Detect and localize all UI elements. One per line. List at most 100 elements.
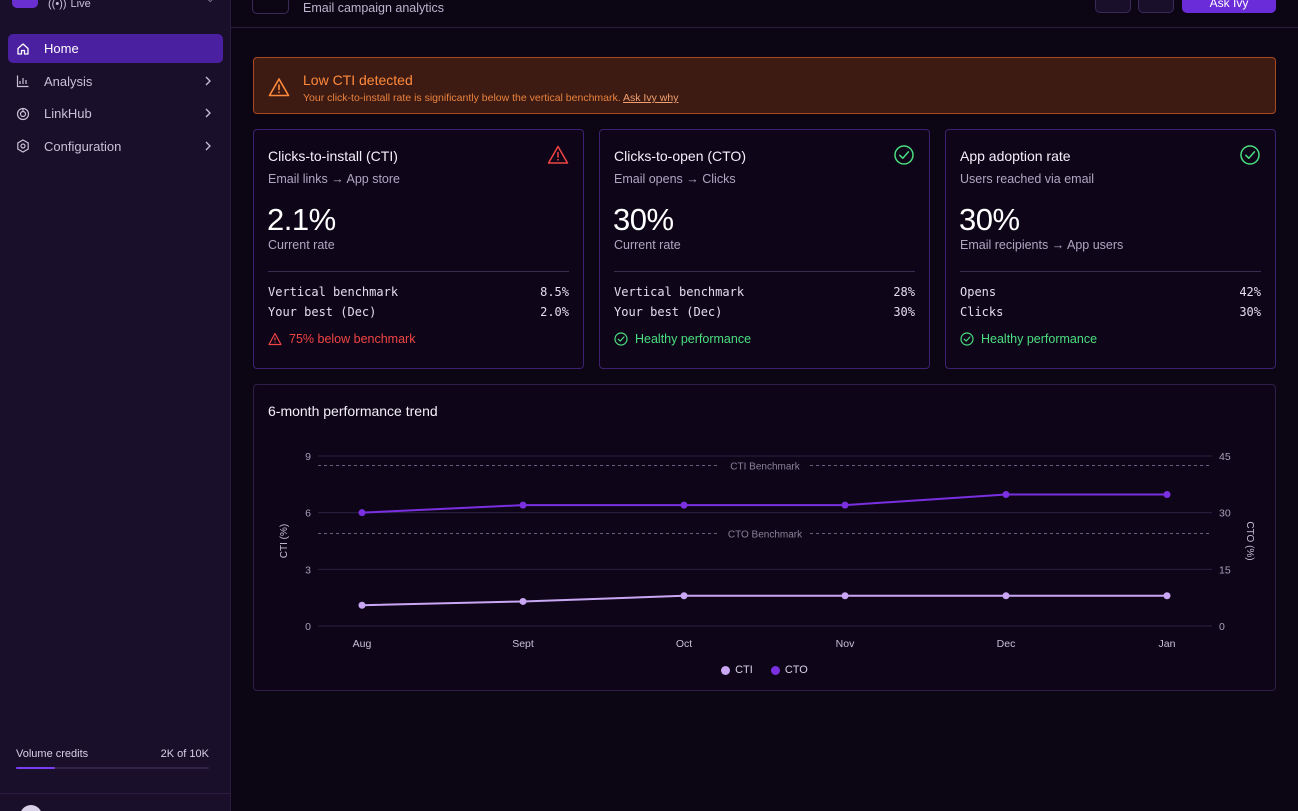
- x-tick-label: Jan: [1159, 638, 1176, 650]
- y-left-tick-label: 6: [305, 508, 311, 520]
- status-text: 75% below benchmark: [289, 332, 416, 346]
- metric-card-cto: Clicks-to-open (CTO) Email opens → Click…: [599, 129, 930, 369]
- sidebar-divider: [0, 793, 231, 794]
- warning-triangle-icon: [547, 144, 569, 166]
- card-row: Vertical benchmark 8.5%: [268, 285, 569, 299]
- data-point-cto: [1002, 491, 1010, 499]
- legend-item-cti[interactable]: CTI: [721, 664, 753, 676]
- x-tick-label: Sept: [512, 638, 534, 650]
- metric-card-cti: Clicks-to-install (CTI) Email links → Ap…: [253, 129, 584, 369]
- trend-chart: 0 3 6 9 0 15 30 45 CTI (%) CTO (%) CTI Benchmark CT…: [279, 451, 1255, 650]
- check-circle-icon: [960, 332, 974, 346]
- status-badge: Healthy performance: [960, 332, 1097, 346]
- check-circle-icon: [614, 332, 628, 346]
- credits-value: 2K of 10K: [160, 748, 209, 760]
- settings-icon: [16, 139, 30, 153]
- performance-trend-panel: 6-month performance trend 0 3 6 9 0 15 30 45 CTI…: [253, 384, 1276, 691]
- card-value: 30%: [959, 202, 1020, 237]
- card-row: Opens 42%: [960, 285, 1261, 299]
- y-left-tick-label: 3: [305, 564, 311, 576]
- row-label: Your best (Dec): [614, 305, 723, 319]
- ask-ivy-button[interactable]: Ask Ivy: [1182, 0, 1276, 13]
- data-point-cto: [358, 509, 366, 517]
- check-circle-icon: [1239, 144, 1261, 166]
- y-right-axis-label: CTO (%): [1244, 521, 1255, 560]
- card-row: Clicks 30%: [960, 305, 1261, 319]
- card-value-label: Current rate: [268, 238, 335, 252]
- data-point-cti: [680, 592, 688, 600]
- filter-button[interactable]: [1138, 0, 1174, 13]
- brand-logo[interactable]: [12, 0, 38, 8]
- warning-icon: [268, 77, 290, 97]
- card-title: App adoption rate: [960, 148, 1071, 164]
- card-row: Your best (Dec) 30%: [614, 305, 915, 319]
- card-subtitle: Email links → App store: [268, 172, 400, 186]
- alert-text: Your click-to-install rate is significan…: [303, 92, 621, 104]
- card-subtitle: Users reached via email: [960, 172, 1095, 186]
- x-tick-label: Oct: [676, 638, 692, 650]
- y-left-axis-label: CTI (%): [279, 524, 290, 558]
- credits-label: Volume credits: [16, 748, 89, 760]
- status-badge: Healthy performance: [614, 332, 751, 346]
- chevron-right-icon: [203, 107, 213, 119]
- avatar[interactable]: [20, 805, 42, 811]
- x-tick-label: Aug: [353, 638, 372, 650]
- top-header: Email campaign analytics Ask Ivy: [231, 0, 1298, 28]
- x-tick-label: Dec: [997, 638, 1016, 650]
- status-badge: 75% below benchmark: [268, 332, 415, 346]
- ask-ivy-why-link[interactable]: Ask Ivy why: [623, 92, 679, 104]
- page-subtitle: Email campaign analytics: [303, 1, 445, 15]
- sidebar-item-home[interactable]: Home: [8, 34, 223, 63]
- calendar-button[interactable]: [1095, 0, 1131, 13]
- sidebar-item-analysis[interactable]: Analysis: [8, 67, 223, 96]
- y-right-tick-label: 0: [1219, 621, 1225, 633]
- volume-credits: Volume credits 2K of 10K: [16, 748, 209, 769]
- legend-label: CTI: [735, 664, 753, 676]
- card-divider: [268, 271, 569, 272]
- row-label: Opens: [960, 285, 997, 299]
- data-point-cto: [680, 501, 688, 509]
- chevron-right-icon: [203, 140, 213, 152]
- row-value: 30%: [893, 305, 915, 319]
- x-tick-label: Nov: [836, 638, 855, 650]
- legend-dot: [770, 665, 780, 675]
- row-value: 42%: [1239, 285, 1261, 299]
- bar-chart-icon: [16, 74, 30, 88]
- data-point-cti: [1002, 592, 1010, 600]
- card-value: 30%: [613, 202, 674, 237]
- y-left-tick-label: 9: [305, 451, 311, 463]
- legend-item-cto[interactable]: CTO: [770, 664, 808, 676]
- metric-card-app-adoption: App adoption rate Users reached via emai…: [945, 129, 1276, 369]
- card-title: Clicks-to-open (CTO): [614, 148, 746, 164]
- chevron-right-icon: [203, 75, 213, 87]
- row-value: 28%: [893, 285, 915, 299]
- row-label: Clicks: [960, 305, 1004, 319]
- data-point-cti: [519, 597, 527, 605]
- sidebar: ((•)) Live ⌄ Home Analysis LinkHub: [0, 0, 231, 811]
- legend-label: CTO: [784, 664, 808, 676]
- series-line-cti: [361, 594, 1167, 607]
- benchmark-label: CTO Benchmark: [728, 529, 803, 540]
- benchmark-label: CTI Benchmark: [730, 461, 800, 472]
- status-text: Healthy performance: [981, 332, 1098, 346]
- data-point-cti: [1163, 592, 1171, 600]
- sidebar-item-label: Home: [44, 41, 79, 56]
- status-text: Healthy performance: [635, 332, 752, 346]
- sidebar-item-linkhub[interactable]: LinkHub: [8, 99, 223, 128]
- credits-progress-fill: [16, 767, 55, 769]
- warning-triangle-icon: [268, 332, 282, 346]
- broadcast-icon: ((•)): [48, 0, 67, 10]
- alert-title: Low CTI detected: [303, 72, 413, 88]
- page-icon-box[interactable]: [252, 0, 289, 14]
- row-label: Your best (Dec): [268, 305, 377, 319]
- sidebar-item-configuration[interactable]: Configuration: [8, 132, 223, 161]
- row-value: 8.5%: [540, 285, 569, 299]
- card-title: Clicks-to-install (CTI): [268, 148, 398, 164]
- data-point-cto: [519, 501, 527, 509]
- workspace-chevron-icon[interactable]: ⌄: [206, 0, 214, 5]
- legend-dot: [721, 665, 731, 675]
- card-value-label: Current rate: [614, 238, 681, 252]
- data-point-cto: [1163, 491, 1171, 499]
- sidebar-item-label: Analysis: [44, 73, 93, 89]
- y-right-tick-label: 15: [1219, 564, 1231, 576]
